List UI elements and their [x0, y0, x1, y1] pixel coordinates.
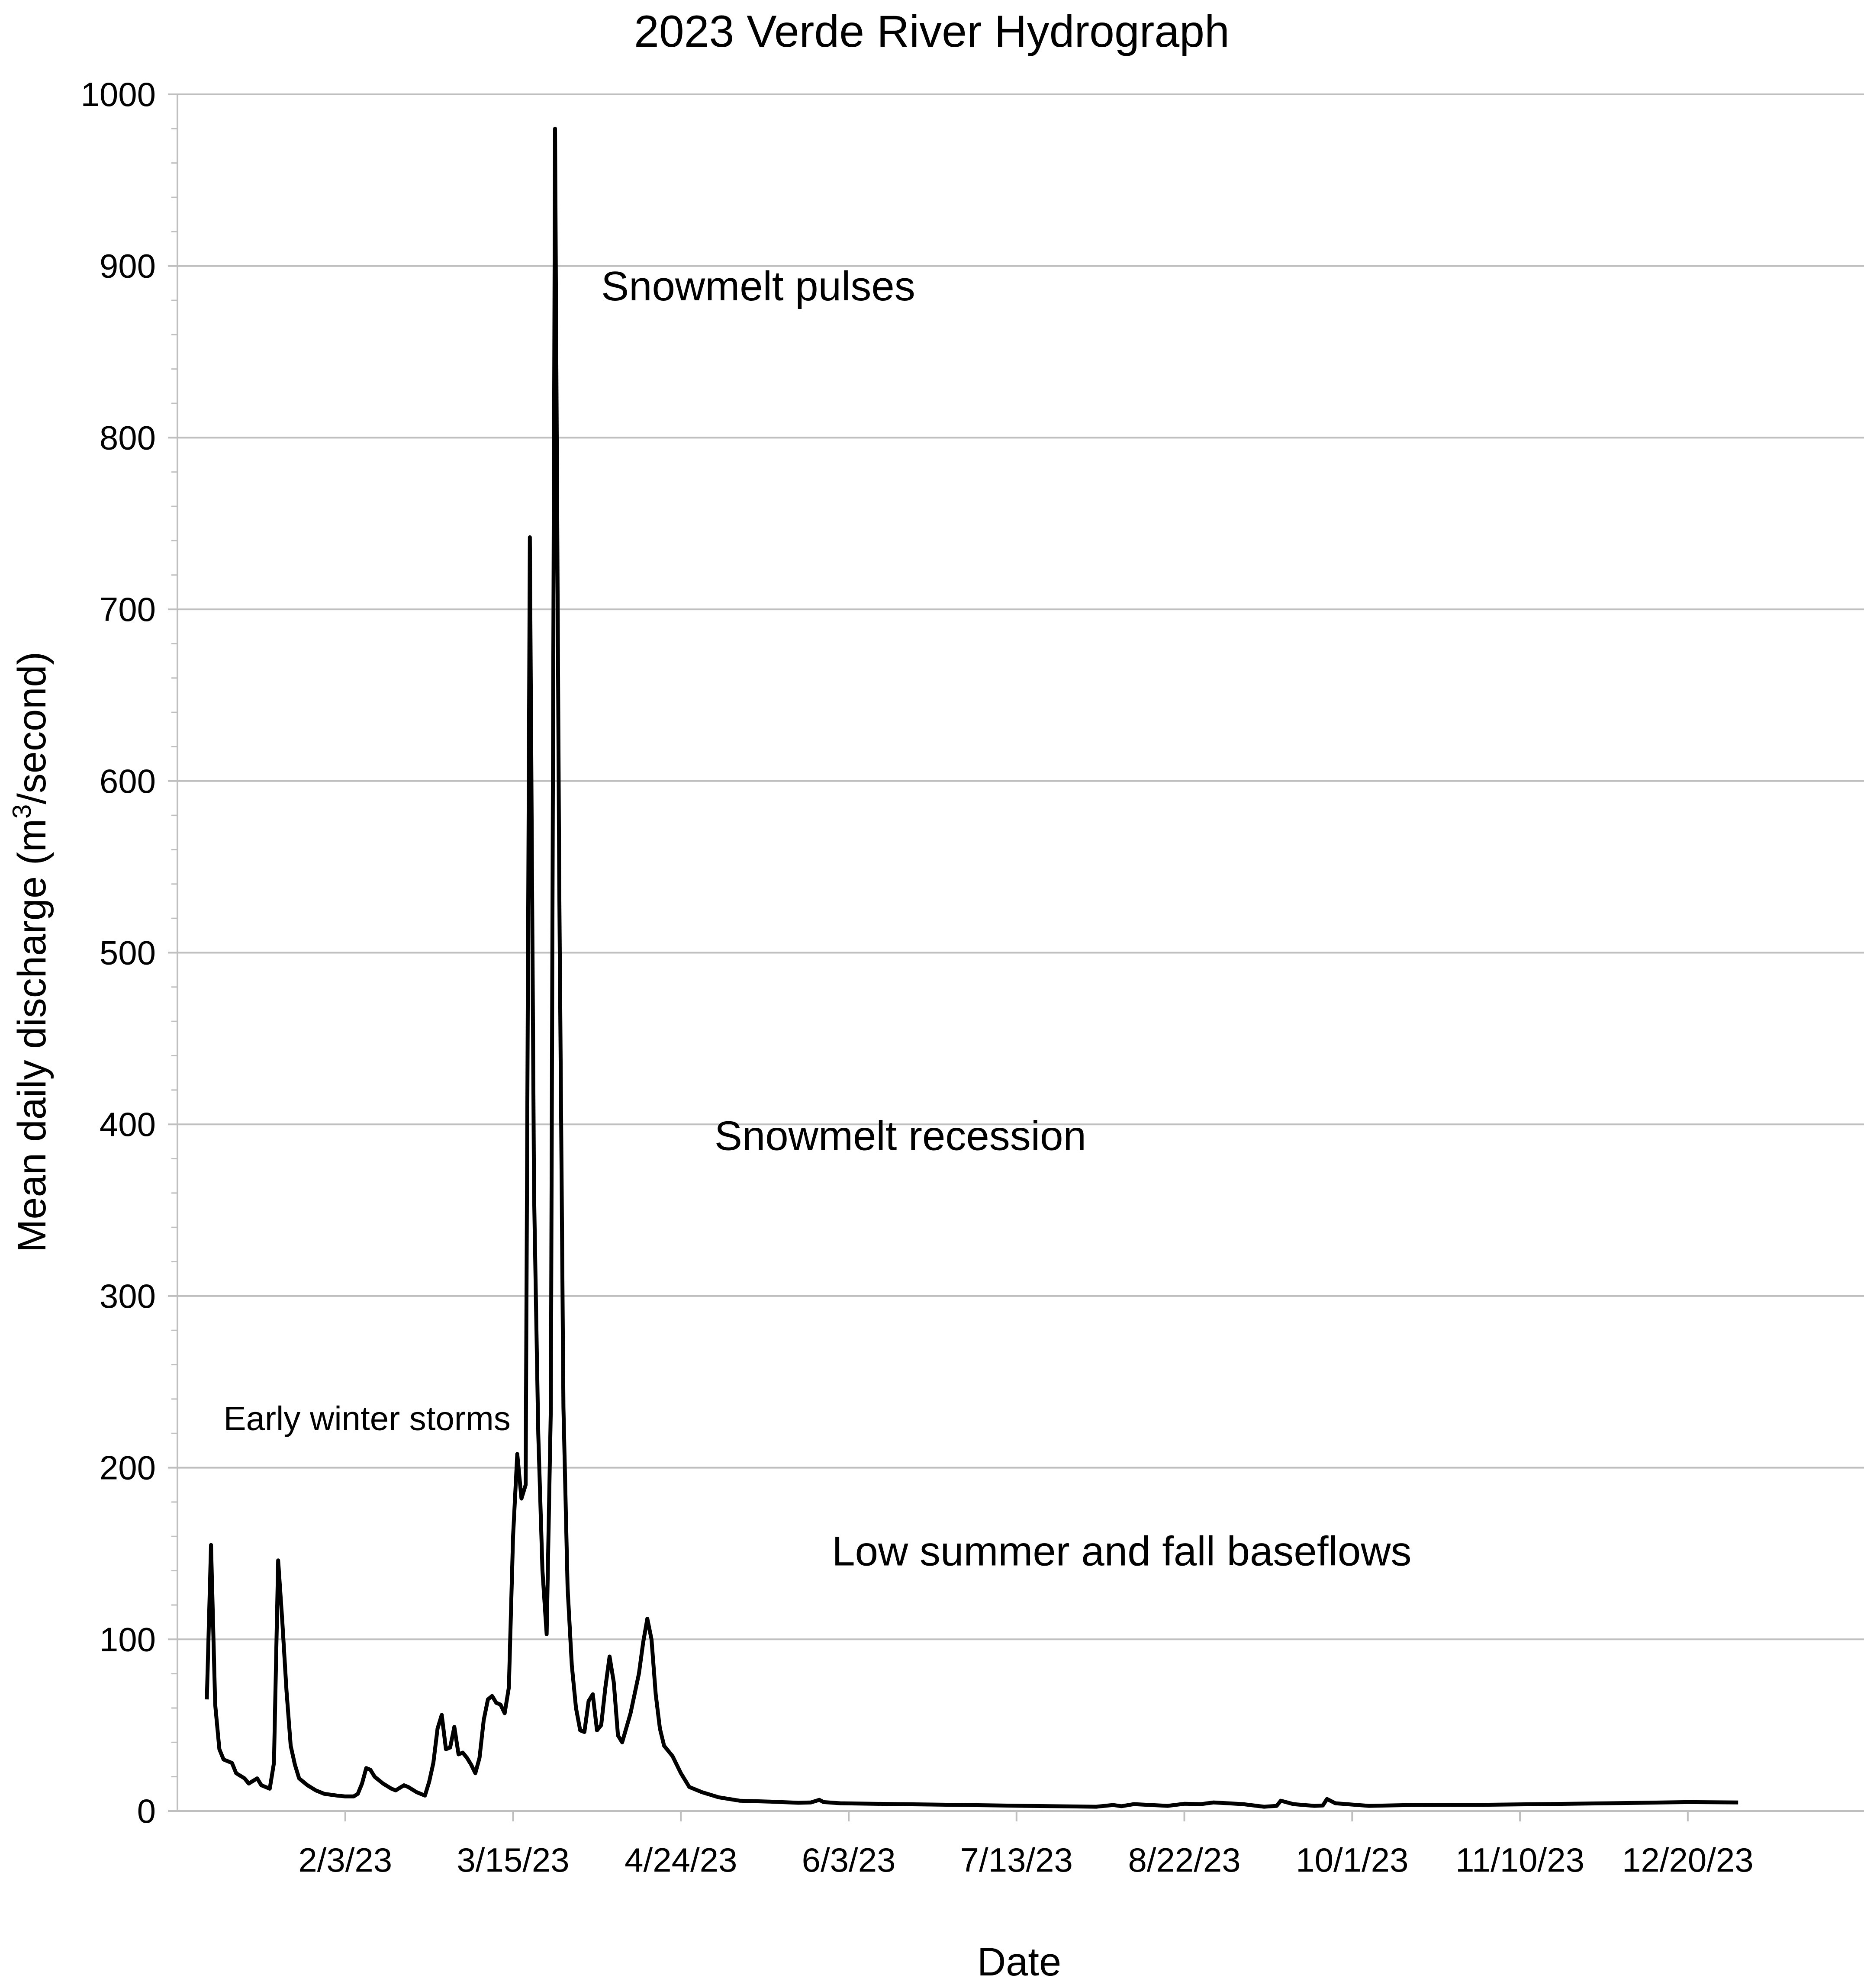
x-axis-title: Date: [977, 1940, 1061, 1984]
y-tick-label: 600: [100, 762, 156, 800]
y-minor-ticks: [171, 128, 177, 1778]
y-tick-label: 400: [100, 1105, 156, 1143]
x-tick-label: 4/24/23: [625, 1841, 737, 1879]
annotations: Snowmelt pulses Snowmelt recession Low sum…: [224, 263, 1412, 1575]
x-tick-label: 6/3/23: [802, 1841, 896, 1879]
y-tick-label: 200: [100, 1449, 156, 1487]
y-tick-label: 800: [100, 418, 156, 457]
y-tick-labels: 0 100 200 300 400 500 600 700 800 900 1000: [80, 75, 156, 1830]
x-tick-label: 2/3/23: [298, 1841, 392, 1879]
annotation-label: Snowmelt recession: [715, 1113, 1086, 1159]
discharge-series-line: [205, 126, 1738, 1809]
annotation-label: Snowmelt pulses: [601, 263, 915, 309]
y-axis-title-unit: /second): [10, 652, 54, 804]
y-tick-label: 500: [100, 934, 156, 972]
gridlines: [168, 93, 1864, 1812]
y-tick-label: 0: [137, 1792, 156, 1830]
y-axis-title: Mean daily discharge (m3/second): [7, 652, 54, 1252]
y-tick-label: 1000: [80, 75, 156, 113]
x-tick-label: 11/10/23: [1455, 1841, 1584, 1879]
x-tick-label: 10/1/23: [1296, 1841, 1408, 1879]
y-axis-title-superscript: 3: [7, 804, 36, 819]
x-tick-label: 3/15/23: [457, 1841, 569, 1879]
x-tick-label: 12/20/23: [1622, 1841, 1754, 1879]
y-axis-title-main: Mean daily discharge (m: [10, 819, 54, 1252]
x-tick-label: 8/22/23: [1128, 1841, 1240, 1879]
chart-title: 2023 Verde River Hydrograph: [634, 6, 1230, 57]
y-tick-label: 100: [100, 1620, 156, 1658]
annotation-label: Early winter storms: [224, 1399, 511, 1437]
x-tick-labels: 2/3/23 3/15/23 4/24/23 6/3/23 7/13/23 8/22/23…: [298, 1811, 1754, 1879]
x-tick-label: 7/13/23: [960, 1841, 1073, 1879]
y-tick-label: 900: [100, 247, 156, 285]
y-tick-label: 300: [100, 1277, 156, 1315]
y-tick-label: 700: [100, 590, 156, 628]
annotation-label: Low summer and fall baseflows: [832, 1528, 1411, 1575]
